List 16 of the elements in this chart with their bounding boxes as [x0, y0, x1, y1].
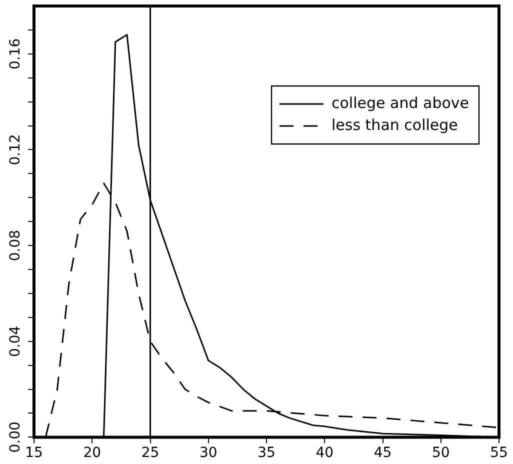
x-tick-label: 40: [316, 445, 334, 462]
y-tick-label: 0.00: [8, 422, 24, 453]
x-tick-label: 20: [83, 445, 102, 462]
x-tick-label: 30: [199, 445, 218, 462]
x-tick-label: 50: [432, 445, 450, 462]
y-tick-label: 0.16: [8, 38, 24, 70]
x-tick-label: 15: [25, 445, 43, 462]
y-tick-label: 0.12: [8, 134, 24, 166]
x-tick-label: 45: [374, 445, 392, 462]
x-tick-label: 25: [141, 445, 160, 462]
y-tick-label: 0.04: [8, 326, 24, 357]
legend-label: college and above: [332, 94, 470, 112]
legend-label: less than college: [332, 116, 458, 134]
y-tick-label: 0.08: [8, 230, 24, 262]
x-tick-label: 55: [490, 445, 508, 462]
x-tick-label: 35: [258, 445, 276, 462]
